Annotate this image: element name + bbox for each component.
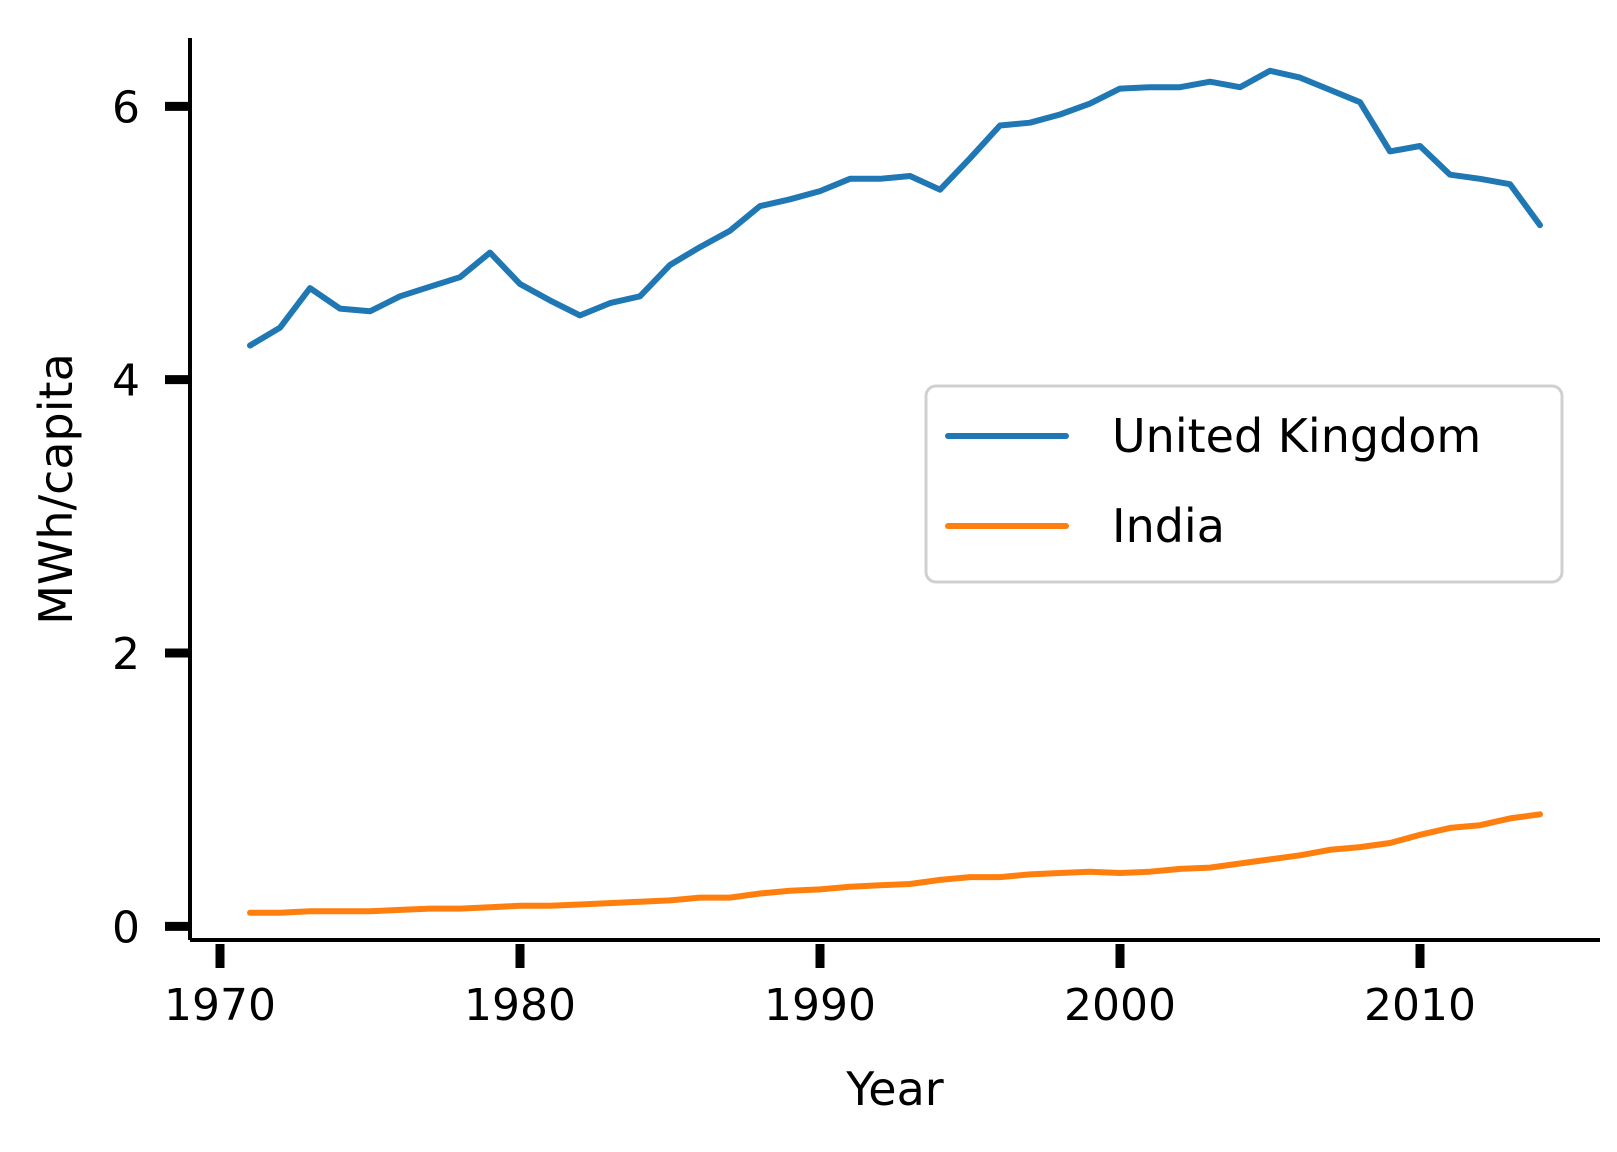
series-lines	[247, 67, 1543, 916]
legend-label-1: India	[1112, 499, 1225, 553]
series-line-0	[247, 67, 1543, 349]
x-tick-label: 1970	[164, 980, 276, 1031]
series-line-1	[247, 811, 1543, 916]
legend-items: United Kingdom India	[945, 409, 1481, 553]
x-axis-title: Year	[845, 1062, 943, 1116]
x-ticks: 1970 1980 1990 2000 2010	[164, 944, 1476, 1031]
y-tick-label: 4	[112, 356, 140, 407]
y-tick-label: 2	[112, 629, 140, 680]
legend: United Kingdom India	[924, 384, 1564, 584]
x-tick-label: 2000	[1064, 980, 1176, 1031]
legend-box	[924, 384, 1564, 584]
legend-label-0: United Kingdom	[1112, 409, 1481, 463]
x-tick-label: 1990	[764, 980, 876, 1031]
y-tick-label: 0	[112, 902, 140, 953]
y-axis-title: MWh/capita	[29, 353, 83, 625]
y-tick-label: 6	[112, 82, 140, 133]
y-ticks: 0 2 4 6	[112, 82, 188, 953]
x-tick-label: 2010	[1364, 980, 1476, 1031]
x-tick-label: 1980	[464, 980, 576, 1031]
axes	[188, 38, 1600, 942]
